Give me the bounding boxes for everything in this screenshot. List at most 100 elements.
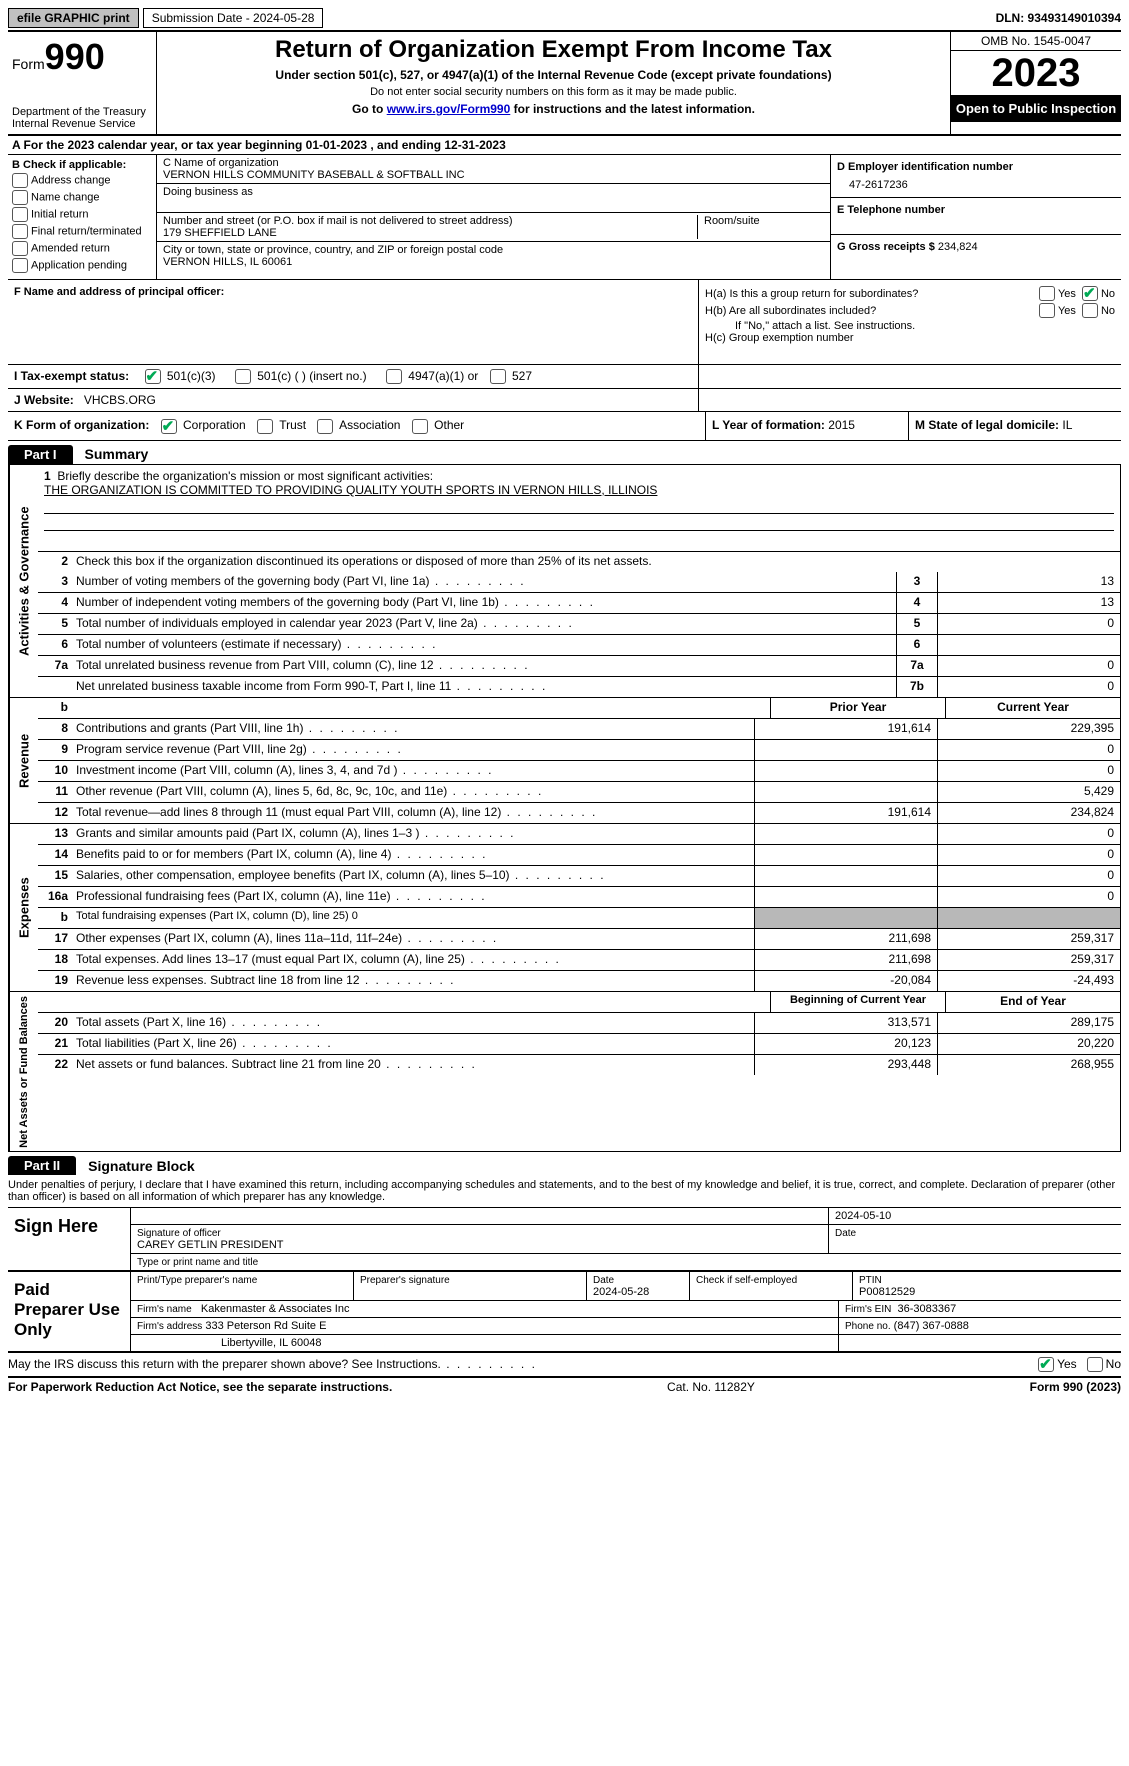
hdr-end: End of Year bbox=[945, 992, 1120, 1012]
cb-initial-return[interactable]: Initial return bbox=[31, 208, 88, 220]
hb-note: If "No," attach a list. See instructions… bbox=[705, 320, 1115, 332]
org-name: VERNON HILLS COMMUNITY BASEBALL & SOFTBA… bbox=[163, 169, 824, 181]
side-net: Net Assets or Fund Balances bbox=[9, 992, 38, 1152]
cb-527[interactable] bbox=[490, 369, 506, 384]
room-label: Room/suite bbox=[704, 215, 824, 227]
cb-assoc[interactable] bbox=[317, 419, 333, 434]
declaration: Under penalties of perjury, I declare th… bbox=[8, 1175, 1121, 1208]
website: VHCBS.ORG bbox=[84, 393, 156, 407]
department: Department of the Treasury Internal Reve… bbox=[12, 106, 152, 130]
addr-label: Number and street (or P.O. box if mail i… bbox=[163, 215, 697, 227]
street-address: 179 SHEFFIELD LANE bbox=[163, 227, 697, 239]
phone-label: E Telephone number bbox=[837, 204, 1115, 216]
firm-addr2: Libertyville, IL 60048 bbox=[131, 1335, 839, 1351]
hb-yes[interactable] bbox=[1039, 303, 1055, 318]
row-fh: F Name and address of principal officer:… bbox=[8, 280, 1121, 365]
hdr-begin: Beginning of Current Year bbox=[770, 992, 945, 1012]
discuss-row: May the IRS discuss this return with the… bbox=[8, 1353, 1121, 1378]
f-label: F Name and address of principal officer: bbox=[14, 286, 692, 298]
cb-address-change[interactable]: Address change bbox=[31, 174, 111, 186]
footer: For Paperwork Reduction Act Notice, see … bbox=[8, 1378, 1121, 1394]
firm-name: Kakenmaster & Associates Inc bbox=[201, 1303, 350, 1315]
cb-trust[interactable] bbox=[257, 419, 273, 434]
cb-final-return[interactable]: Final return/terminated bbox=[31, 225, 142, 237]
expenses-section: Expenses 13Grants and similar amounts pa… bbox=[8, 824, 1121, 992]
city-state-zip: VERNON HILLS, IL 60061 bbox=[163, 256, 824, 268]
officer-name: CAREY GETLIN PRESIDENT bbox=[137, 1239, 284, 1251]
ha-no[interactable] bbox=[1082, 286, 1098, 301]
governance-section: Activities & Governance 1 Briefly descri… bbox=[8, 464, 1121, 698]
side-governance: Activities & Governance bbox=[9, 465, 38, 697]
irs-link[interactable]: www.irs.gov/Form990 bbox=[387, 102, 511, 116]
discuss-no[interactable] bbox=[1087, 1357, 1103, 1372]
subtitle-2: Do not enter social security numbers on … bbox=[165, 86, 942, 98]
top-bar: efile GRAPHIC print Submission Date - 20… bbox=[8, 8, 1121, 32]
cb-corp[interactable] bbox=[161, 419, 177, 434]
sig-date1: 2024-05-10 bbox=[835, 1210, 891, 1222]
sign-here-label: Sign Here bbox=[8, 1208, 130, 1270]
c-name-label: C Name of organization bbox=[163, 157, 824, 169]
form-label: Form bbox=[12, 56, 45, 72]
hb-no[interactable] bbox=[1082, 303, 1098, 318]
firm-addr1: 333 Peterson Rd Suite E bbox=[205, 1320, 326, 1332]
cb-name-change[interactable]: Name change bbox=[31, 191, 100, 203]
year-formation: 2015 bbox=[828, 418, 855, 432]
inspection-notice: Open to Public Inspection bbox=[951, 95, 1121, 122]
row-i: I Tax-exempt status: 501(c)(3) 501(c) ( … bbox=[8, 365, 1121, 389]
domicile: IL bbox=[1062, 418, 1072, 432]
subtitle-1: Under section 501(c), 527, or 4947(a)(1)… bbox=[165, 68, 942, 82]
dba-label: Doing business as bbox=[163, 186, 824, 198]
tax-year: 2023 bbox=[951, 51, 1121, 95]
cb-501c3[interactable] bbox=[145, 369, 161, 384]
gross-value: 234,824 bbox=[938, 241, 978, 253]
l2-text: Check this box if the organization disco… bbox=[72, 552, 1120, 572]
ha-label: H(a) Is this a group return for subordin… bbox=[705, 288, 1039, 300]
row-klm: K Form of organization: Corporation Trus… bbox=[8, 412, 1121, 440]
cb-amended[interactable]: Amended return bbox=[31, 242, 110, 254]
dln: DLN: 93493149010394 bbox=[996, 11, 1121, 25]
paid-preparer-label: Paid Preparer Use Only bbox=[8, 1272, 130, 1351]
firm-phone: (847) 367-0888 bbox=[894, 1320, 969, 1332]
form-header: Form990 Department of the Treasury Inter… bbox=[8, 32, 1121, 136]
submission-date: Submission Date - 2024-05-28 bbox=[143, 8, 324, 28]
row-j: J Website: VHCBS.ORG bbox=[8, 389, 1121, 412]
ein-value: 47-2617236 bbox=[837, 173, 1115, 191]
omb-number: OMB No. 1545-0047 bbox=[951, 32, 1121, 51]
gross-label: G Gross receipts $ bbox=[837, 241, 935, 253]
revenue-section: Revenue b Prior Year Current Year 8Contr… bbox=[8, 698, 1121, 824]
hc-label: H(c) Group exemption number bbox=[705, 332, 1115, 344]
hb-label: H(b) Are all subordinates included? bbox=[705, 305, 1039, 317]
box-b-title: B Check if applicable: bbox=[12, 159, 152, 171]
part2-header: Part II Signature Block bbox=[8, 1156, 1121, 1175]
part1-header: Part I Summary bbox=[8, 445, 1121, 464]
section-a: A For the 2023 calendar year, or tax yea… bbox=[8, 136, 1121, 155]
netassets-section: Net Assets or Fund Balances Beginning of… bbox=[8, 992, 1121, 1153]
side-expenses: Expenses bbox=[9, 824, 38, 991]
sign-here-block: Sign Here 2024-05-10 Signature of office… bbox=[8, 1208, 1121, 1272]
paid-preparer-block: Paid Preparer Use Only Print/Type prepar… bbox=[8, 1272, 1121, 1353]
form-title: Return of Organization Exempt From Incom… bbox=[165, 36, 942, 64]
subtitle-3: Go to www.irs.gov/Form990 for instructio… bbox=[165, 102, 942, 116]
ein-label: D Employer identification number bbox=[837, 161, 1115, 173]
form-number: 990 bbox=[45, 36, 105, 77]
cb-other[interactable] bbox=[412, 419, 428, 434]
hdr-prior: Prior Year bbox=[770, 698, 945, 718]
form-ref: Form 990 (2023) bbox=[1030, 1380, 1121, 1394]
firm-ein: 36-3083367 bbox=[897, 1303, 956, 1315]
ha-yes[interactable] bbox=[1039, 286, 1055, 301]
l1-label: Briefly describe the organization's miss… bbox=[57, 469, 433, 483]
city-label: City or town, state or province, country… bbox=[163, 244, 824, 256]
cb-501c[interactable] bbox=[235, 369, 251, 384]
ptin: P00812529 bbox=[859, 1286, 915, 1298]
block-bcdeg: B Check if applicable: Address change Na… bbox=[8, 155, 1121, 280]
cb-pending[interactable]: Application pending bbox=[31, 259, 127, 271]
discuss-yes[interactable] bbox=[1038, 1357, 1054, 1372]
mission-text: THE ORGANIZATION IS COMMITTED TO PROVIDI… bbox=[44, 483, 657, 497]
side-revenue: Revenue bbox=[9, 698, 38, 823]
hdr-current: Current Year bbox=[945, 698, 1120, 718]
prep-date: 2024-05-28 bbox=[593, 1286, 649, 1298]
cb-4947[interactable] bbox=[386, 369, 402, 384]
efile-button[interactable]: efile GRAPHIC print bbox=[8, 8, 139, 28]
cat-no: Cat. No. 11282Y bbox=[667, 1380, 755, 1394]
paperwork-notice: For Paperwork Reduction Act Notice, see … bbox=[8, 1380, 392, 1394]
